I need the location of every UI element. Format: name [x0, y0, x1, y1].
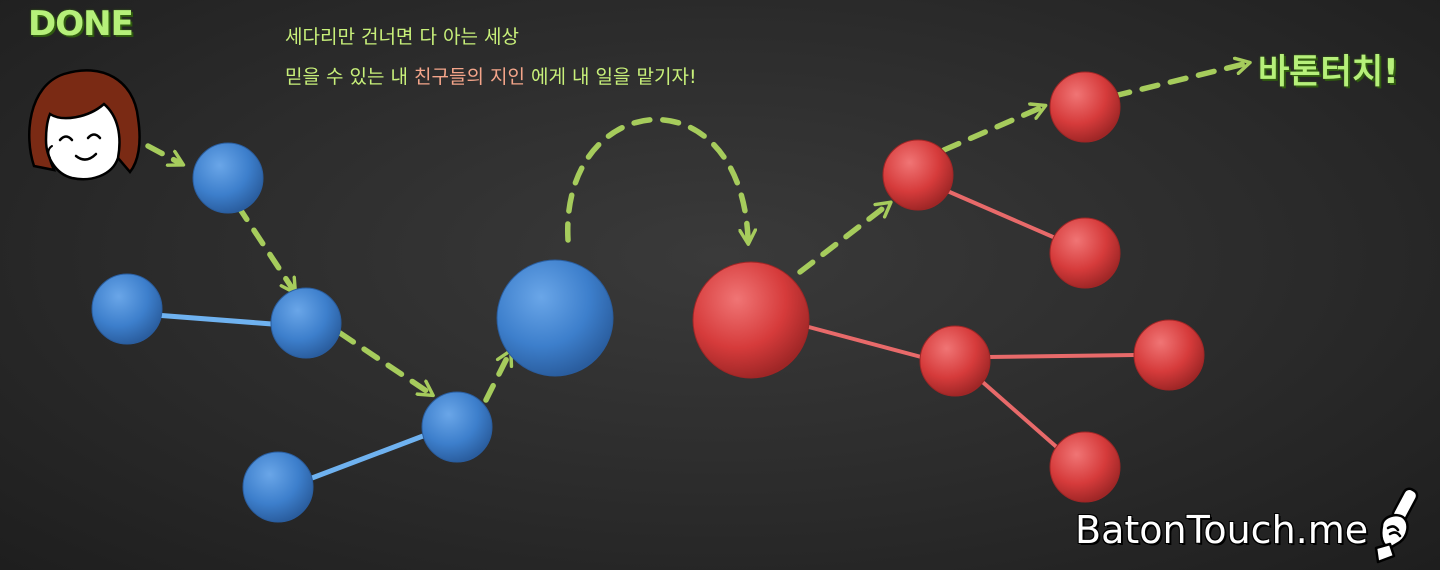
path-arrow	[145, 143, 178, 162]
red-link	[987, 353, 1136, 359]
red-node-large	[692, 261, 810, 379]
tagline-part-1: 믿을 수 있는 내	[285, 66, 415, 88]
tagline-highlight: 친구들의 지인	[414, 66, 525, 88]
tagline-line-2: 믿을 수 있는 내 친구들의 지인 에게 내 일을 맡기자!	[285, 62, 697, 89]
red-node	[882, 139, 954, 211]
tagline-part-2: 에게 내 일을 맡기자!	[524, 66, 697, 88]
path-arrow	[941, 108, 1040, 153]
blue-node	[270, 287, 342, 359]
blue-node	[91, 273, 163, 345]
red-node	[1049, 431, 1121, 503]
red-node	[1133, 319, 1205, 391]
blue-node	[192, 142, 264, 214]
red-node	[1049, 71, 1121, 143]
blue-node-large	[496, 259, 614, 377]
blue-link	[154, 312, 273, 327]
red-link	[804, 324, 926, 360]
red-node	[919, 325, 991, 397]
blue-node	[421, 391, 493, 463]
brand-logo-text: BatonTouch.me	[1075, 508, 1369, 552]
path-arrow	[1111, 64, 1244, 99]
tagline-line-1: 세다리만 건너면 다 아는 세상	[285, 26, 519, 48]
blue-link	[311, 433, 424, 481]
avatar-girl-icon	[28, 69, 141, 181]
red-link	[944, 188, 1061, 242]
blue-node	[242, 451, 314, 523]
path-arrow	[483, 356, 508, 403]
handoff-label: 바톤터치!	[1258, 52, 1399, 92]
status-label: DONE	[28, 4, 134, 44]
red-node	[1049, 217, 1121, 289]
path-arrow	[235, 203, 292, 288]
path-arrow	[565, 116, 748, 240]
path-arrow	[337, 330, 428, 392]
red-link	[976, 376, 1062, 452]
path-arrow	[797, 206, 886, 275]
baton-hand-icon	[1374, 487, 1419, 564]
